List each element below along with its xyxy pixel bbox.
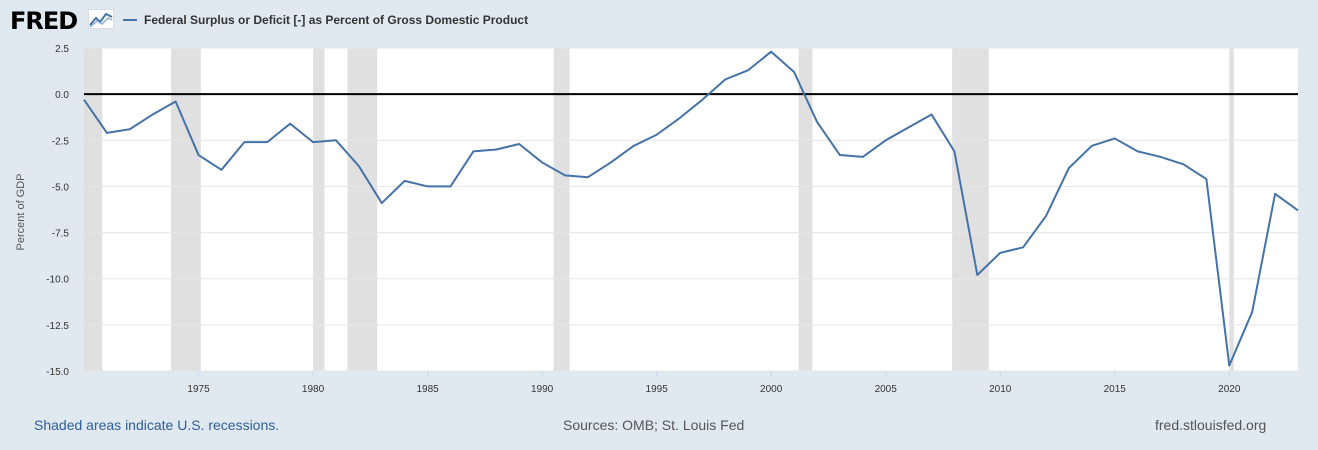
legend-series-label: Federal Surplus or Deficit [-] as Percen… [144,13,529,27]
site-link[interactable]: fred.stlouisfed.org [1155,417,1267,433]
x-tick-label-1: 1980 [302,384,325,395]
x-tick-label-3: 1990 [531,384,554,395]
data-point-1989[interactable] [516,141,522,147]
data-point-1980[interactable] [310,139,316,145]
x-tick-label-2: 1985 [416,384,439,395]
data-point-2001[interactable] [791,69,797,75]
data-point-2019[interactable] [1203,176,1209,182]
recession-shading [84,48,1234,371]
recession-note-link[interactable]: Shaded areas indicate U.S. recessions. [34,417,280,433]
grid-lines [84,47,1298,372]
data-point-2014[interactable] [1089,143,1095,149]
data-point-2021[interactable] [1249,309,1255,315]
y-tick-label-1: 0.0 [55,90,69,101]
data-point-1990[interactable] [539,159,545,165]
x-tick-label-9: 2020 [1218,384,1241,395]
data-point-1987[interactable] [470,148,476,154]
chart-header: FRED Federal Surplus or Deficit [-] as P… [0,0,1318,40]
chart-svg: 2.50.0-2.5-5.0-7.5-10.0-12.5-15.0 1975 19… [15,44,1301,395]
x-axis-ticks: 1975 1980 1985 1990 1995 2000 2005 2010 2015 2020 [187,371,1241,395]
y-axis-ticks: 2.5 0.0 -2.5 -5.0 -7.5 -10.0 -12.5 -15.0 [46,44,69,378]
data-point-1983[interactable] [379,200,385,206]
data-point-1971[interactable] [104,130,110,136]
data-point-2017[interactable] [1158,154,1164,160]
data-point-2002[interactable] [814,119,820,125]
recession-band-2 [313,48,325,371]
data-point-2022[interactable] [1272,191,1278,197]
legend-swatch [123,19,137,21]
recession-band-4 [553,48,570,371]
data-point-1993[interactable] [608,159,614,165]
data-point-1995[interactable] [654,132,660,138]
data-point-2009[interactable] [974,272,980,278]
recession-band-5 [798,48,813,371]
y-tick-label-5: -10.0 [46,275,69,286]
data-point-1991[interactable] [562,172,568,178]
series-line[interactable] [83,50,1299,367]
data-point-1974[interactable] [173,99,179,105]
data-point-2010[interactable] [997,250,1003,256]
x-tick-label-5: 2000 [760,384,783,395]
data-point-2020[interactable] [1226,362,1232,368]
data-point-2007[interactable] [929,111,935,117]
y-tick-label-7: -15.0 [46,367,69,378]
recession-band-7 [1229,48,1234,371]
data-point-1978[interactable] [264,139,270,145]
y-axis-label: Percent of GDP [15,173,27,250]
x-tick-label-7: 2010 [989,384,1012,395]
x-tick-label-4: 1995 [646,384,669,395]
data-point-1984[interactable] [402,178,408,184]
data-point-1992[interactable] [585,174,591,180]
data-point-2012[interactable] [1043,213,1049,219]
data-point-2018[interactable] [1180,161,1186,167]
data-point-2013[interactable] [1066,165,1072,171]
data-point-1998[interactable] [722,76,728,82]
recession-band-6 [952,48,989,371]
data-point-1972[interactable] [127,126,133,132]
data-point-1977[interactable] [241,139,247,145]
plot-area [84,48,1298,371]
recession-band-1 [171,48,201,371]
data-point-2016[interactable] [1135,148,1141,154]
fred-chart-icon [88,9,114,29]
data-point-2011[interactable] [1020,244,1026,250]
data-point-1997[interactable] [699,97,705,103]
data-point-1975[interactable] [196,152,202,158]
data-point-1970[interactable] [81,97,87,103]
data-point-1985[interactable] [425,183,431,189]
data-point-1976[interactable] [218,167,224,173]
data-point-1973[interactable] [150,111,156,117]
recession-band-0 [84,48,103,371]
data-point-1981[interactable] [333,137,339,143]
data-point-1986[interactable] [447,183,453,189]
data-point-2015[interactable] [1112,135,1118,141]
data-point-2003[interactable] [837,152,843,158]
data-point-2023[interactable] [1295,207,1301,213]
sources-text: Sources: OMB; St. Louis Fed [563,417,745,433]
data-point-2006[interactable] [906,124,912,130]
data-point-1996[interactable] [677,115,683,121]
fred-logo[interactable]: FRED [10,7,78,35]
y-tick-label-0: 2.5 [55,44,69,55]
x-tick-label-0: 1975 [187,384,210,395]
y-tick-label-2: -2.5 [52,136,70,147]
data-point-2005[interactable] [883,137,889,143]
x-tick-label-8: 2015 [1104,384,1127,395]
data-point-1994[interactable] [631,143,637,149]
data-point-2000[interactable] [768,49,774,55]
data-point-1982[interactable] [356,163,362,169]
y-tick-label-3: -5.0 [52,182,70,193]
data-point-1988[interactable] [493,147,499,153]
data-point-2004[interactable] [860,154,866,160]
y-tick-label-4: -7.5 [52,229,70,240]
x-tick-label-6: 2005 [875,384,898,395]
recession-band-3 [347,48,378,371]
data-point-2008[interactable] [951,148,957,154]
y-tick-label-6: -12.5 [46,321,69,332]
data-point-1999[interactable] [745,67,751,73]
legend[interactable]: Federal Surplus or Deficit [-] as Percen… [123,13,528,27]
data-point-1979[interactable] [287,121,293,127]
